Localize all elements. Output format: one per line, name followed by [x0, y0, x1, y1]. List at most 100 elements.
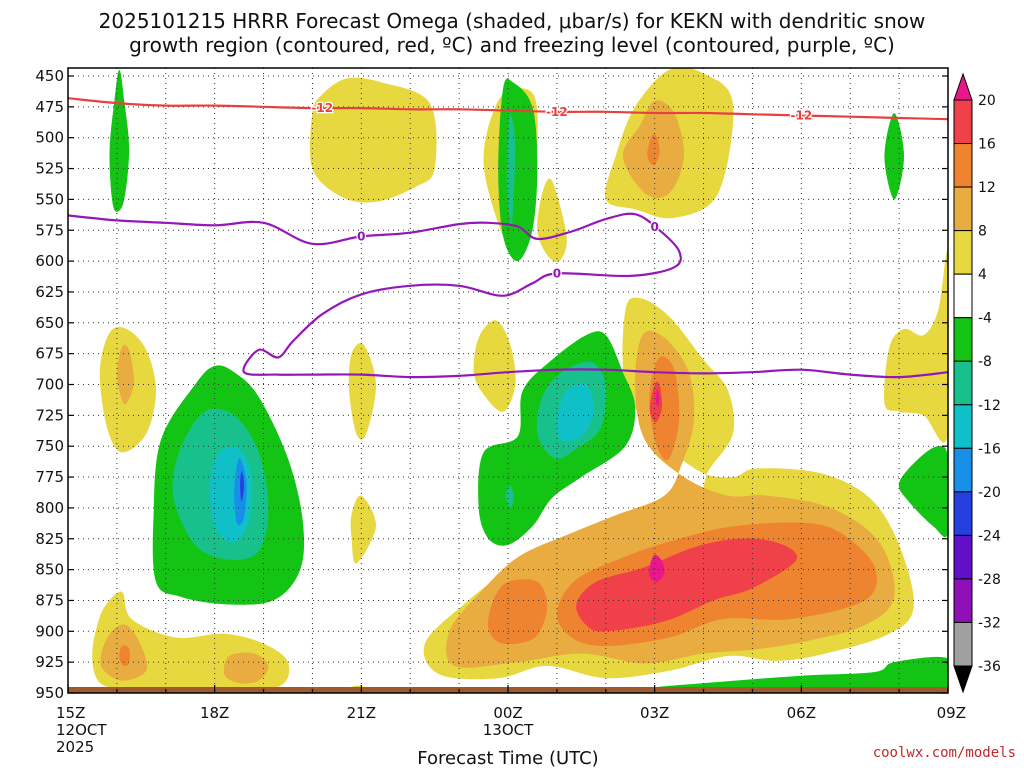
omega-region-positive	[119, 645, 130, 667]
colorbar-swatch	[953, 534, 973, 580]
y-tick-label: 675	[35, 345, 64, 363]
y-tick-label: 725	[35, 406, 64, 424]
omega-region-positive	[647, 134, 660, 166]
colorbar-label: 20	[978, 93, 996, 109]
chart-title-line-2: growth region (contoured, red, ºC) and f…	[129, 33, 895, 57]
x-tick-label: 06Z	[787, 704, 816, 722]
x-tick-label: 18Z	[200, 704, 229, 722]
x-tick-label: 09Z	[937, 704, 966, 722]
omega-region-negative	[505, 485, 514, 508]
freezing-level-contour-label: 0	[650, 220, 658, 234]
omega-positive-regions	[92, 68, 948, 691]
colorbar-label: 4	[978, 267, 987, 283]
colorbar-swatch	[953, 143, 973, 188]
freezing-level-contour-label: 0	[357, 229, 365, 243]
colorbar-swatch	[953, 317, 973, 362]
plot-area: -12 -12 -12 0 0 0	[68, 68, 948, 691]
colorbar-label: 12	[978, 180, 996, 196]
x-tick-label: 21Z	[347, 704, 376, 722]
y-tick-label: 925	[35, 653, 64, 671]
dgz-contour-label: -12	[546, 105, 568, 119]
omega-region-negative	[654, 656, 948, 691]
colorbar-label: -4	[978, 311, 992, 327]
omega-region-positive	[223, 652, 269, 684]
omega-region-negative	[506, 112, 516, 226]
omega-region-negative	[556, 383, 594, 442]
colorbar-swatch	[953, 186, 973, 232]
omega-region-positive	[537, 178, 567, 263]
omega-region-positive	[348, 343, 377, 440]
contour-lines: -12 -12 -12 0 0 0	[68, 97, 948, 379]
colorbar-swatch	[953, 404, 973, 449]
omega-region-positive	[473, 320, 516, 412]
colorbar-swatch	[953, 447, 973, 493]
omega-region-negative	[498, 78, 538, 262]
omega-region-positive	[309, 77, 437, 203]
colorbar-swatch	[953, 230, 973, 275]
colorbar-label: 16	[978, 137, 996, 153]
colorbar-swatch	[953, 273, 973, 319]
y-tick-label: 600	[35, 252, 64, 270]
y-tick-label: 550	[35, 190, 64, 208]
x-tick-label: 12OCT	[56, 721, 107, 739]
colorbar: 20 16 12 8 4 -4 -8 -12 -16 -20 -24 -28 -32 -36	[953, 72, 1001, 694]
y-tick-label: 775	[35, 468, 64, 486]
colorbar-label: -24	[978, 528, 1001, 544]
y-tick-label: 625	[35, 283, 64, 301]
y-tick-label: 900	[35, 622, 64, 640]
colorbar-swatch	[953, 360, 973, 406]
omega-region-positive	[487, 579, 548, 645]
omega-region-negative	[884, 113, 904, 200]
y-tick-label: 525	[35, 160, 64, 178]
freezing-level-contour-line	[68, 212, 948, 379]
y-tick-label: 450	[35, 67, 64, 85]
omega-region-positive	[649, 554, 665, 583]
colorbar-swatch	[953, 491, 973, 536]
y-axis: 450 475 500 525 550 575 600 625 650 675 700 725 750 7…	[35, 67, 948, 702]
colorbar-label: -8	[978, 354, 992, 370]
freezing-level-contour-label: 0	[553, 266, 561, 280]
colorbar-swatch	[953, 621, 973, 667]
gridlines	[68, 68, 948, 691]
x-tick-label: 00Z	[493, 704, 522, 722]
y-tick-label: 475	[35, 98, 64, 116]
credit-text: coolwx.com/models	[873, 745, 1016, 761]
omega-region-positive	[884, 251, 948, 443]
x-tick-label: 13OCT	[483, 721, 534, 739]
y-tick-label: 875	[35, 591, 64, 609]
x-tick-label: 15Z	[56, 704, 85, 722]
y-tick-label: 950	[35, 684, 64, 702]
dgz-contour-line	[68, 97, 948, 121]
y-tick-label: 750	[35, 437, 64, 455]
dgz-contour-label: -12	[790, 108, 812, 122]
colorbar-label: -12	[978, 398, 1001, 414]
y-tick-label: 850	[35, 561, 64, 579]
y-tick-label: 825	[35, 530, 64, 548]
omega-region-negative	[240, 470, 244, 502]
x-axis-label: Forecast Time (UTC)	[417, 748, 598, 768]
omega-region-positive	[649, 381, 663, 423]
omega-region-positive	[655, 389, 660, 407]
dgz-contour-label: -12	[311, 101, 333, 115]
y-tick-label: 500	[35, 129, 64, 147]
colorbar-label: -36	[978, 659, 1001, 675]
y-tick-label: 800	[35, 499, 64, 517]
y-tick-label: 700	[35, 376, 64, 394]
y-tick-label: 575	[35, 221, 64, 239]
chart-title-line-1: 2025101215 HRRR Forecast Omega (shaded, …	[99, 9, 926, 33]
colorbar-swatch	[953, 578, 973, 623]
colorbar-label: -32	[978, 615, 1001, 631]
x-tick-label: 03Z	[640, 704, 669, 722]
omega-region-negative	[109, 69, 130, 212]
omega-region-positive	[116, 344, 135, 405]
omega-region-positive	[576, 538, 798, 632]
y-tick-label: 650	[35, 314, 64, 332]
colorbar-label: -20	[978, 485, 1001, 501]
omega-region-positive	[350, 495, 377, 564]
omega-region-negative	[898, 446, 948, 538]
colorbar-label: 8	[978, 224, 987, 240]
colorbar-label: -28	[978, 572, 1001, 588]
colorbar-bottom-arrow	[953, 665, 973, 694]
